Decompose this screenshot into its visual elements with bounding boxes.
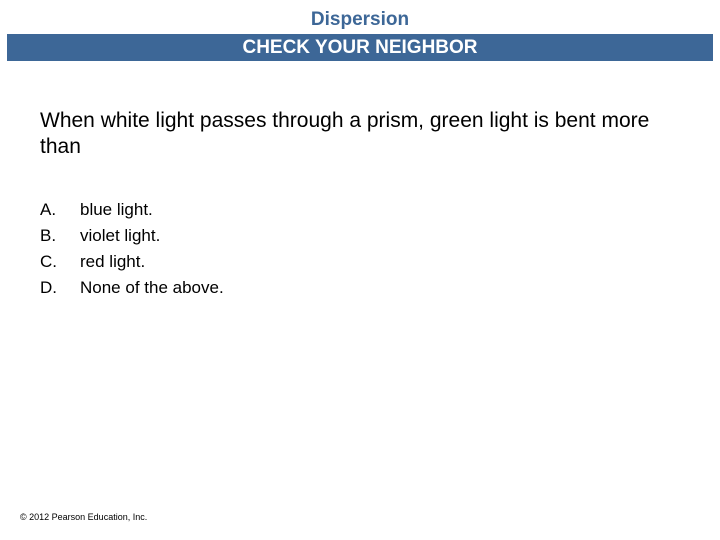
list-item: C. red light. bbox=[40, 252, 224, 272]
option-text: red light. bbox=[80, 252, 145, 272]
option-letter: A. bbox=[40, 200, 80, 220]
slide: Dispersion CHECK YOUR NEIGHBOR When whit… bbox=[0, 0, 720, 540]
option-letter: C. bbox=[40, 252, 80, 272]
option-text: violet light. bbox=[80, 226, 160, 246]
subtitle-band: CHECK YOUR NEIGHBOR bbox=[7, 34, 713, 61]
option-text: None of the above. bbox=[80, 278, 224, 298]
slide-subtitle: CHECK YOUR NEIGHBOR bbox=[242, 37, 477, 59]
list-item: B. violet light. bbox=[40, 226, 224, 246]
list-item: A. blue light. bbox=[40, 200, 224, 220]
list-item: D. None of the above. bbox=[40, 278, 224, 298]
option-letter: B. bbox=[40, 226, 80, 246]
option-text: blue light. bbox=[80, 200, 153, 220]
header-band: Dispersion CHECK YOUR NEIGHBOR bbox=[7, 7, 713, 63]
option-letter: D. bbox=[40, 278, 80, 298]
copyright-text: © 2012 Pearson Education, Inc. bbox=[20, 512, 147, 522]
options-list: A. blue light. B. violet light. C. red l… bbox=[40, 200, 224, 304]
question-text: When white light passes through a prism,… bbox=[40, 108, 680, 161]
slide-title: Dispersion bbox=[311, 9, 409, 32]
